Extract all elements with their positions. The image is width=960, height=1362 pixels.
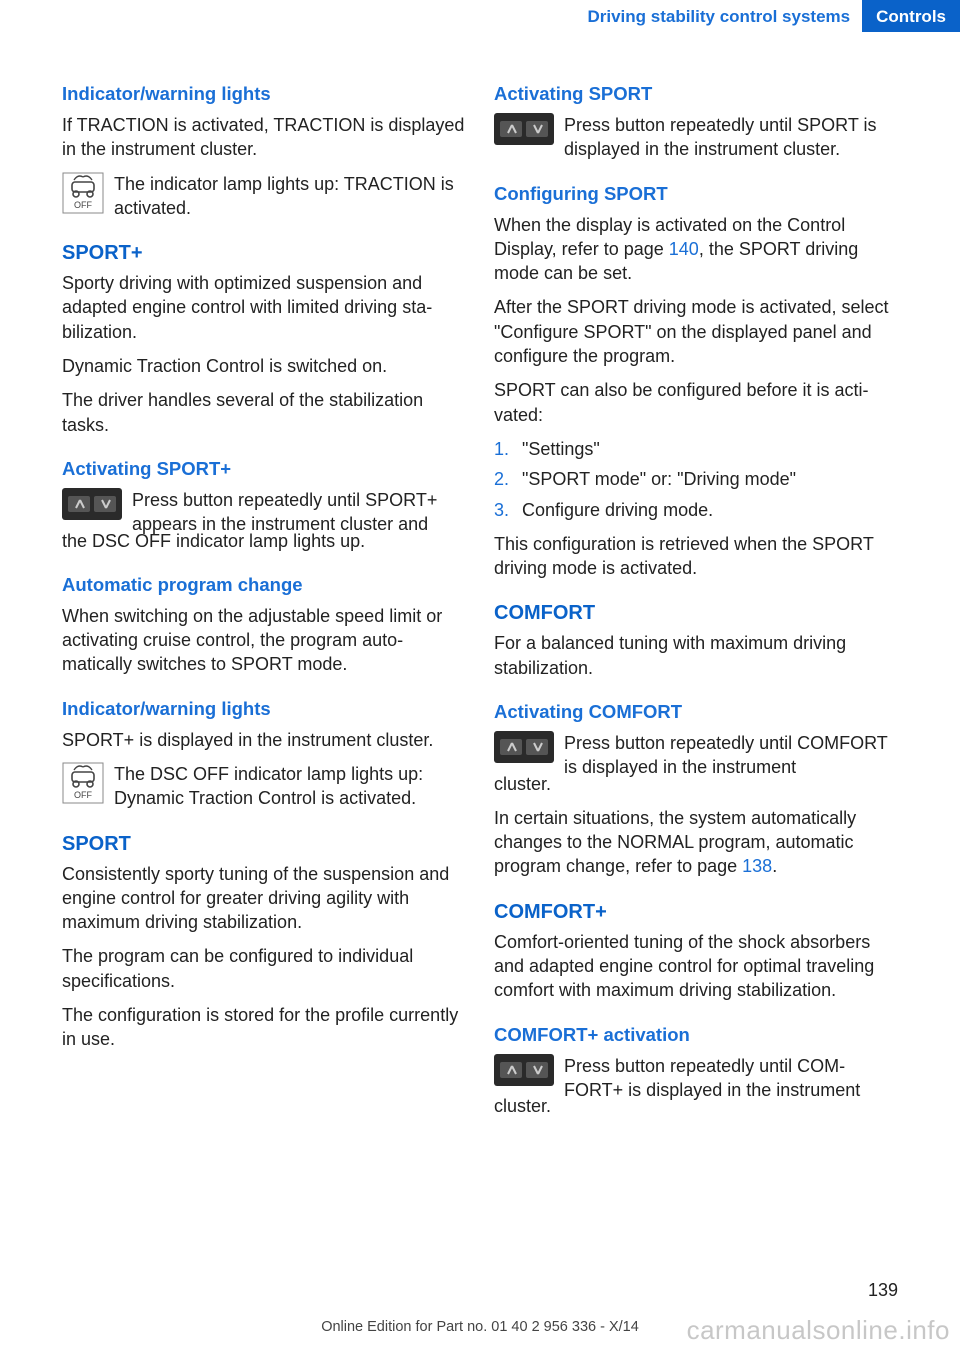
heading: Indicator/warning lights	[62, 697, 466, 722]
page-header: Driving stability control systems Contro…	[0, 0, 960, 32]
list-text: Configure driving mode.	[522, 500, 713, 520]
body-text: In certain situations, the system automa…	[494, 806, 898, 879]
svg-text:OFF: OFF	[74, 200, 92, 210]
list-number: 3.	[494, 498, 509, 522]
list-item: 1. "Settings"	[494, 437, 898, 461]
list-text: "SPORT mode" or: "Driving mode"	[522, 469, 796, 489]
body-text: Comfort-oriented tuning of the shock abs…	[494, 930, 898, 1003]
body-text: The driver handles several of the stabil…	[62, 388, 466, 437]
section-comfort-plus: COMFORT+ Comfort-oriented tuning of the …	[494, 899, 898, 1003]
list-text: "Settings"	[522, 439, 600, 459]
icon-text: The indicator lamp lights up: TRAC­TION …	[114, 172, 466, 221]
drive-mode-button-icon	[62, 488, 122, 520]
heading: Configuring SPORT	[494, 182, 898, 207]
section-activating-comfort: Activating COMFORT Press button repeated…	[494, 700, 898, 879]
body-text: Dynamic Traction Control is switched on.	[62, 354, 466, 378]
heading: Automatic program change	[62, 573, 466, 598]
icon-text: Press button repeatedly until COM­FORT i…	[564, 731, 898, 780]
right-column: Activating SPORT Press button repeatedly…	[494, 82, 898, 1138]
body-text: If TRACTION is activated, TRACTION is di…	[62, 113, 466, 162]
heading: Activating SPORT	[494, 82, 898, 107]
heading: Activating SPORT+	[62, 457, 466, 482]
page-link[interactable]: 140	[669, 239, 699, 259]
list-item: 3. Configure driving mode.	[494, 498, 898, 522]
heading: COMFORT+	[494, 899, 898, 926]
drive-mode-button-icon	[494, 731, 554, 763]
page-number: 139	[868, 1278, 898, 1302]
page-link[interactable]: 138	[742, 856, 772, 876]
ordered-list: 1. "Settings" 2. "SPORT mode" or: "Driving…	[494, 437, 898, 522]
section-activating-sport: Activating SPORT Press button repeatedly…	[494, 82, 898, 162]
body-text: Sporty driving with optimized suspension…	[62, 271, 466, 344]
section-auto-program-change: Automatic program change When switching …	[62, 573, 466, 677]
section-activating-sport-plus: Activating SPORT+ Press button repeatedl…	[62, 457, 466, 553]
section-configuring-sport: Configuring SPORT When the display is ac…	[494, 182, 898, 581]
heading: COMFORT	[494, 600, 898, 627]
drive-mode-button-icon	[494, 113, 554, 145]
body-text: When the display is activated on the Con…	[494, 213, 898, 286]
section-comfort: COMFORT For a balanced tuning with maxim…	[494, 600, 898, 680]
body-text: For a balanced tuning with maximum drivi…	[494, 631, 898, 680]
icon-paragraph: OFF The DSC OFF indicator lamp lights up…	[62, 762, 466, 811]
body-text: After the SPORT driving mode is activate…	[494, 295, 898, 368]
body-text: This configuration is retrieved when the…	[494, 532, 898, 581]
traction-off-lamp-icon: OFF	[62, 172, 104, 214]
body-text: When switching on the adjustable speed l…	[62, 604, 466, 677]
body-text: Consistently sporty tuning of the suspen…	[62, 862, 466, 935]
icon-text: The DSC OFF indicator lamp lights up: Dy…	[114, 762, 466, 811]
icon-paragraph: Press button repeatedly until SPORT is d…	[494, 113, 898, 162]
icon-text: Press button repeatedly until SPORT is d…	[564, 113, 898, 162]
icon-paragraph: OFF The indicator lamp lights up: TRAC­T…	[62, 172, 466, 221]
traction-off-lamp-icon: OFF	[62, 762, 104, 804]
body-text: SPORT can also be configured before it i…	[494, 378, 898, 427]
text: .	[772, 856, 777, 876]
body-text: SPORT+ is displayed in the instrument cl…	[62, 728, 466, 752]
heading: COMFORT+ activation	[494, 1023, 898, 1048]
header-section: Driving stability control systems	[587, 0, 862, 32]
section-sport: SPORT Consistently sporty tuning of the …	[62, 831, 466, 1052]
icon-text: Press button repeatedly until COM­FORT+ …	[564, 1054, 898, 1103]
section-indicator-lights-1: Indicator/warning lights If TRACTION is …	[62, 82, 466, 220]
heading: SPORT+	[62, 240, 466, 267]
text: In certain situations, the system automa…	[494, 808, 856, 877]
body-text: The configuration is stored for the prof…	[62, 1003, 466, 1052]
heading: Activating COMFORT	[494, 700, 898, 725]
list-item: 2. "SPORT mode" or: "Driving mode"	[494, 467, 898, 491]
list-number: 2.	[494, 467, 509, 491]
left-column: Indicator/warning lights If TRACTION is …	[62, 82, 466, 1138]
heading: SPORT	[62, 831, 466, 858]
watermark: carmanualsonline.info	[687, 1313, 950, 1348]
list-number: 1.	[494, 437, 509, 461]
header-chapter: Controls	[862, 0, 960, 32]
section-sport-plus: SPORT+ Sporty driving with optimized sus…	[62, 240, 466, 437]
body-text: The program can be configured to individ…	[62, 944, 466, 993]
section-indicator-lights-2: Indicator/warning lights SPORT+ is displ…	[62, 697, 466, 811]
svg-text:OFF: OFF	[74, 790, 92, 800]
section-comfort-plus-activation: COMFORT+ activation Press button repeate…	[494, 1023, 898, 1119]
drive-mode-button-icon	[494, 1054, 554, 1086]
heading: Indicator/warning lights	[62, 82, 466, 107]
page-content: Indicator/warning lights If TRACTION is …	[0, 82, 960, 1138]
